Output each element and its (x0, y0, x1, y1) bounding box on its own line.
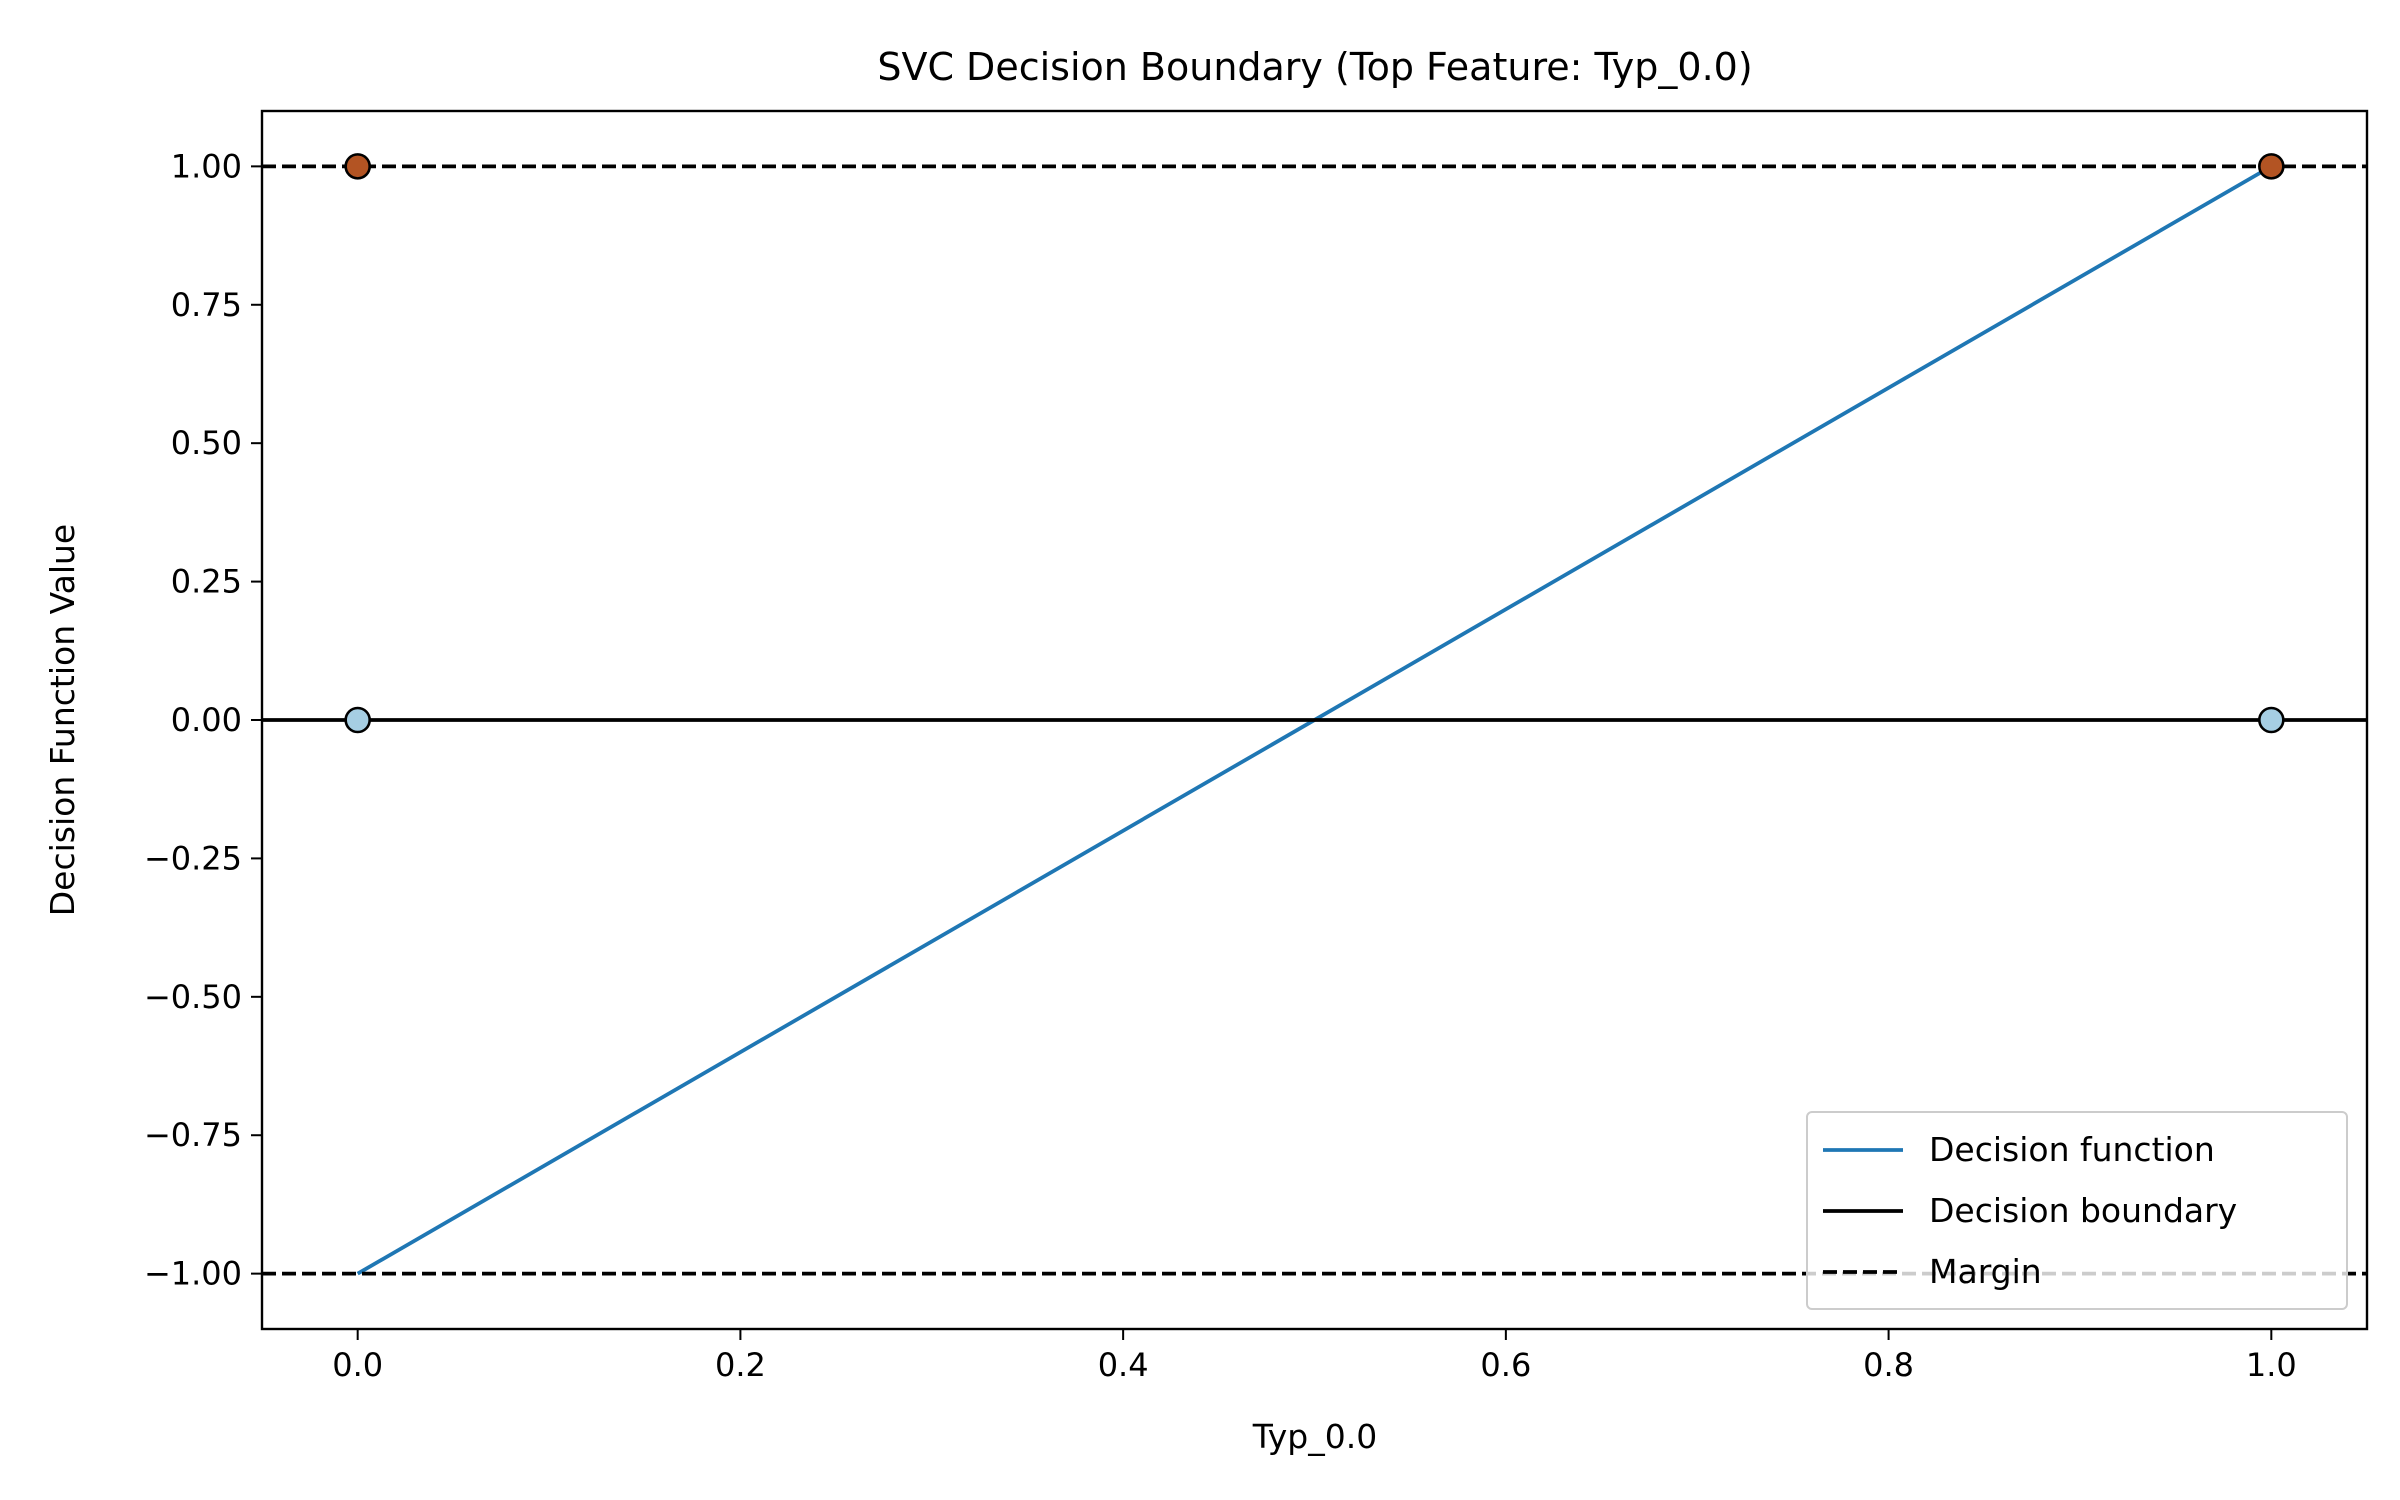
y-tick-label: −0.25 (144, 839, 242, 877)
y-tick-label: −1.00 (144, 1255, 242, 1293)
legend-box (1806, 1111, 2348, 1310)
x-tick-label: 0.8 (1863, 1346, 1914, 1384)
y-tick-label: 0.00 (171, 701, 242, 739)
y-tick-label: 1.00 (171, 147, 242, 185)
x-tick-label: 0.4 (1098, 1346, 1149, 1384)
x-tick-label: 0.0 (332, 1346, 383, 1384)
data-point-0 (344, 153, 371, 180)
x-tick-label: 0.2 (715, 1346, 766, 1384)
x-tick-label: 0.6 (1480, 1346, 1531, 1384)
legend-entry-decision-function-label: Decision function (1929, 1130, 2215, 1169)
y-tick-label: 0.25 (171, 563, 242, 601)
x-axis-label: Typ_0.0 (1252, 1417, 1377, 1456)
x-tick-label: 1.0 (2246, 1346, 2297, 1384)
data-point-1 (2258, 153, 2285, 180)
y-tick-label: 0.75 (171, 286, 242, 324)
chart-title: SVC Decision Boundary (Top Feature: Typ_… (877, 45, 1752, 89)
y-axis-label: Decision Function Value (43, 524, 82, 916)
legend: Decision function Decision boundary Margin (1806, 1111, 2348, 1310)
legend-entry-margin-label: Margin (1929, 1252, 2042, 1291)
y-tick-label: −0.75 (144, 1116, 242, 1154)
y-tick-label: −0.50 (144, 978, 242, 1016)
data-point-2 (344, 706, 371, 734)
y-tick-label: 0.50 (171, 424, 242, 462)
data-point-3 (2258, 706, 2285, 734)
legend-entry-decision-boundary-label: Decision boundary (1929, 1191, 2237, 1230)
